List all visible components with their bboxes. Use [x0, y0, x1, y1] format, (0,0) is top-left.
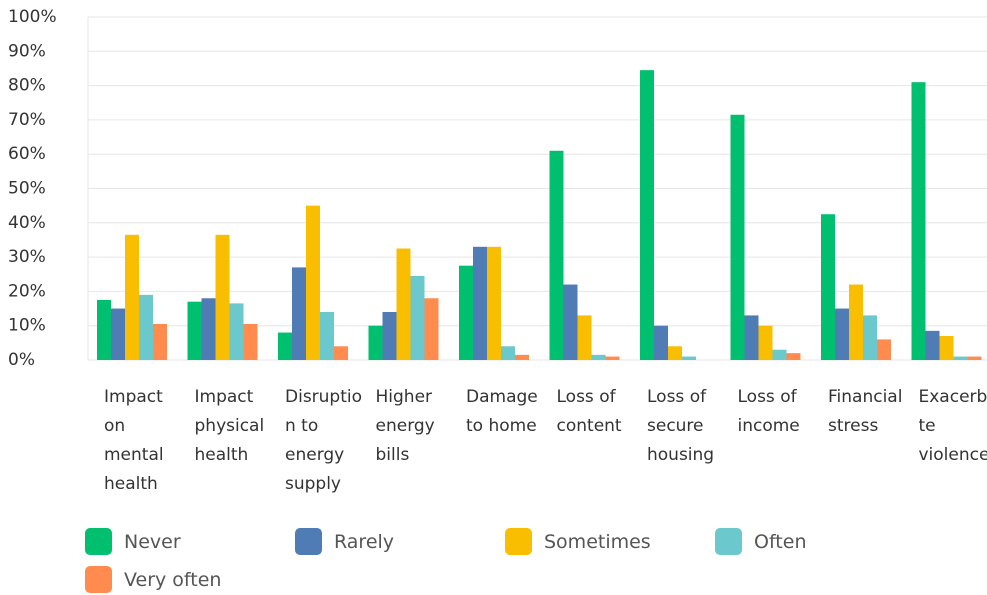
bar	[953, 356, 968, 360]
bar	[549, 150, 564, 360]
x-tick-label: Impact on mental health	[104, 387, 164, 494]
bar	[835, 308, 849, 360]
x-tick-label: Disruption to energy supply	[285, 387, 363, 494]
legend-label: Very often	[124, 568, 222, 591]
y-tick-label: 0%	[8, 350, 35, 370]
bar	[925, 330, 940, 360]
bar	[278, 332, 292, 360]
bar	[187, 301, 202, 360]
bar	[577, 315, 592, 360]
bar	[730, 114, 745, 360]
bar	[654, 325, 668, 360]
legend-label: Often	[754, 530, 807, 553]
legend-item: Rarely	[295, 528, 394, 555]
bar	[939, 335, 954, 360]
legend-swatch	[85, 528, 112, 555]
x-tick-label: Loss of content	[556, 387, 622, 436]
legend-item: Sometimes	[505, 528, 651, 555]
bar	[682, 356, 696, 360]
bar	[758, 325, 773, 360]
legend-swatch	[715, 528, 742, 555]
legend-item: Often	[715, 528, 807, 555]
bar	[368, 325, 383, 360]
bar	[459, 265, 473, 360]
bar	[382, 311, 397, 360]
y-tick-label: 50%	[8, 179, 46, 199]
bar	[487, 246, 501, 360]
y-tick-label: 90%	[8, 41, 46, 61]
legend-swatch	[505, 528, 532, 555]
bar	[229, 303, 244, 360]
bar	[125, 234, 139, 360]
bar	[292, 267, 306, 360]
bar	[849, 284, 863, 360]
legend-swatch	[295, 528, 322, 555]
bar	[320, 311, 334, 360]
bar	[396, 248, 411, 360]
bar	[243, 323, 258, 360]
bar	[786, 353, 801, 360]
bar	[967, 356, 982, 360]
bar	[139, 294, 153, 360]
bar	[153, 323, 167, 360]
bar	[473, 246, 487, 360]
x-tick-label: Damage to home	[466, 387, 538, 436]
bar	[563, 284, 578, 360]
y-tick-label: 40%	[8, 213, 46, 233]
bar	[410, 275, 425, 360]
legend-label: Sometimes	[544, 530, 651, 553]
bar	[863, 315, 877, 360]
bar	[605, 356, 620, 360]
bar	[911, 82, 926, 361]
y-tick-label: 60%	[8, 144, 46, 164]
legend-label: Never	[124, 530, 181, 553]
y-tick-label: 70%	[8, 110, 46, 130]
x-tick-label: Higher energy bills	[375, 387, 435, 465]
bar	[306, 205, 320, 360]
bar	[334, 346, 348, 360]
y-tick-label: 30%	[8, 247, 46, 267]
x-tick-label: Loss of income	[737, 387, 800, 436]
bar	[201, 298, 216, 360]
bar	[501, 346, 515, 360]
bar	[215, 234, 230, 360]
legend-swatch	[85, 566, 112, 593]
bar	[877, 339, 891, 360]
bar	[821, 214, 835, 360]
legend-item: Very often	[85, 566, 221, 593]
bar	[424, 298, 439, 360]
bar	[640, 70, 654, 360]
bar	[111, 308, 125, 360]
y-tick-label: 80%	[8, 76, 46, 96]
legend-label: Rarely	[334, 530, 395, 553]
bar	[668, 346, 682, 360]
y-tick-label: 100%	[8, 7, 57, 27]
x-tick-label: Exacerbate violence	[918, 387, 987, 465]
bar	[744, 315, 759, 360]
bar	[97, 299, 111, 360]
x-tick-label: Loss of secure housing	[647, 387, 715, 465]
y-tick-label: 20%	[8, 281, 46, 301]
bar	[515, 354, 529, 360]
bar	[591, 354, 606, 360]
legend-item: Never	[85, 528, 181, 555]
bar	[772, 349, 787, 360]
x-tick-label: Financial stress	[828, 387, 903, 436]
x-tick-label: Impact physical health	[194, 387, 265, 465]
y-tick-label: 10%	[8, 316, 46, 336]
